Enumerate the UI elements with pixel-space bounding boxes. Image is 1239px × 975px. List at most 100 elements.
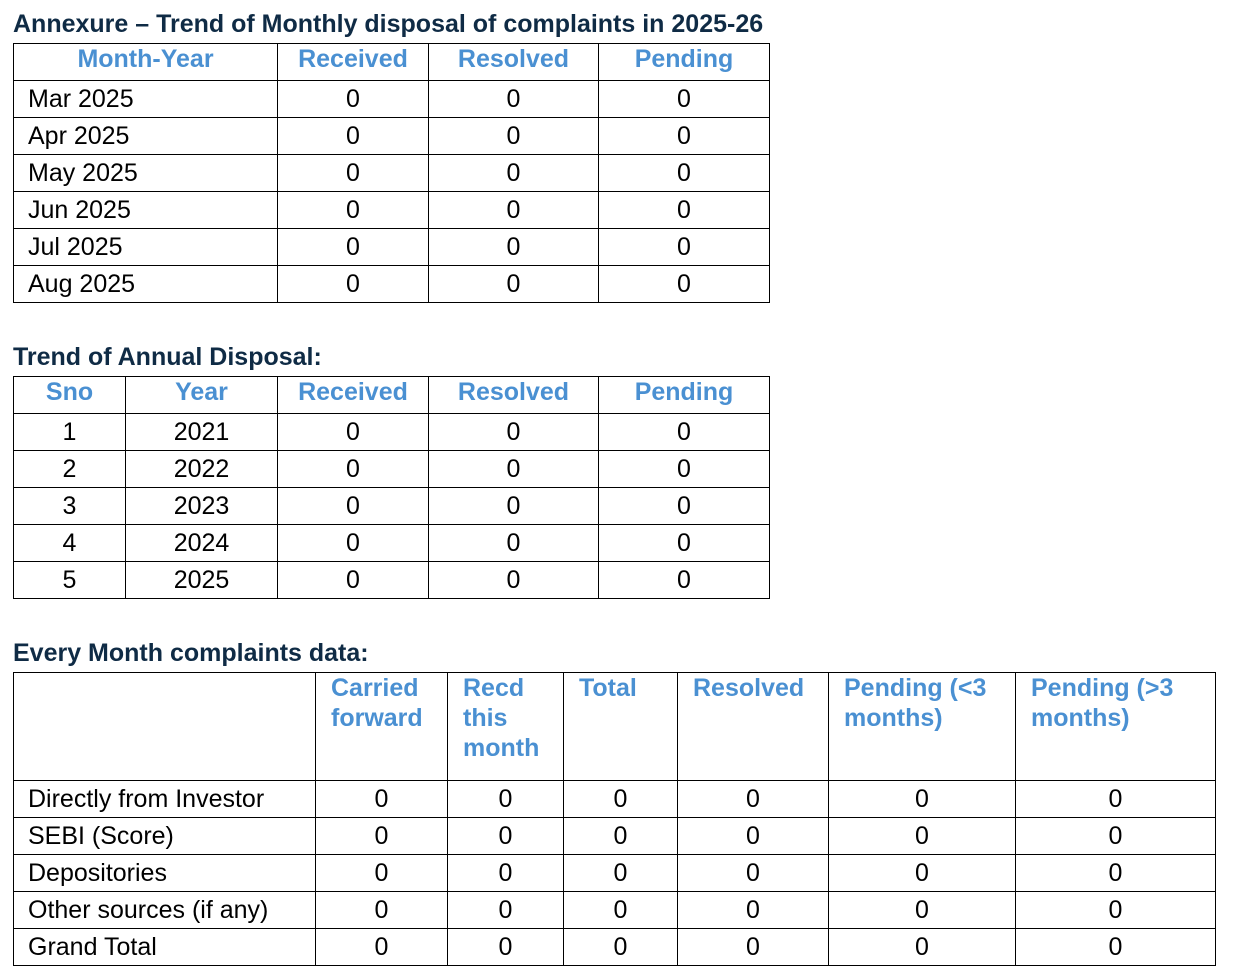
table-cell: 4 [13, 524, 126, 562]
table-cell: 0 [677, 854, 829, 892]
table-cell: 0 [277, 524, 429, 562]
column-header: Month-Year [13, 43, 278, 81]
column-header: Carried forward [315, 672, 448, 781]
table-cell: Jun 2025 [13, 191, 278, 229]
table-cell: 0 [563, 854, 678, 892]
table-row: 3 2023 0 0 0 [13, 487, 770, 525]
table-cell: 0 [428, 561, 599, 599]
table-row: Directly from Investor 0 0 0 0 0 0 [13, 780, 1216, 818]
table-cell: 0 [828, 891, 1016, 929]
table-cell: 0 [428, 191, 599, 229]
column-header [13, 672, 316, 781]
table-row: SEBI (Score) 0 0 0 0 0 0 [13, 817, 1216, 855]
table-row: Jul 2025 0 0 0 [13, 228, 770, 266]
table-cell: 0 [277, 154, 429, 192]
annual-disposal-heading: Trend of Annual Disposal: [13, 343, 322, 371]
column-header: Pending (>3 months) [1015, 672, 1216, 781]
table-cell: 0 [828, 854, 1016, 892]
table-cell: 0 [598, 154, 770, 192]
column-header: Received [277, 43, 429, 81]
table-cell: 0 [315, 854, 448, 892]
table-cell: 0 [828, 780, 1016, 818]
table-row: 2 2022 0 0 0 [13, 450, 770, 488]
table-cell: 0 [598, 561, 770, 599]
table-cell: 2023 [125, 487, 278, 525]
table-cell: May 2025 [13, 154, 278, 192]
table-cell: Apr 2025 [13, 117, 278, 155]
monthly-disposal-heading: Annexure – Trend of Monthly disposal of … [13, 10, 764, 38]
table-cell: 0 [1015, 891, 1216, 929]
table-cell: 0 [598, 487, 770, 525]
table-row: Other sources (if any) 0 0 0 0 0 0 [13, 891, 1216, 929]
table-cell: 0 [428, 450, 599, 488]
column-header: Pending (<3 months) [828, 672, 1016, 781]
column-header: Total [563, 672, 678, 781]
table-cell: 0 [598, 191, 770, 229]
table-cell: 0 [598, 228, 770, 266]
table-row: Aug 2025 0 0 0 [13, 265, 770, 303]
table-cell: Other sources (if any) [13, 891, 316, 929]
table-cell: Grand Total [13, 928, 316, 966]
table-cell: 2021 [125, 413, 278, 451]
table-row: May 2025 0 0 0 [13, 154, 770, 192]
table-cell: 0 [563, 780, 678, 818]
table-cell: 0 [677, 891, 829, 929]
every-month-heading: Every Month complaints data: [13, 639, 369, 667]
table-cell: 0 [277, 450, 429, 488]
table-cell: 0 [677, 928, 829, 966]
table-row: Grand Total 0 0 0 0 0 0 [13, 928, 1216, 966]
table-cell: 0 [447, 928, 564, 966]
table-row: 1 2021 0 0 0 [13, 413, 770, 451]
table-cell: 0 [428, 117, 599, 155]
table-cell: 2024 [125, 524, 278, 562]
column-header: Resolved [428, 376, 599, 414]
table-cell: 0 [428, 524, 599, 562]
table-cell: 0 [1015, 780, 1216, 818]
table-cell: 0 [277, 487, 429, 525]
table-cell: 2 [13, 450, 126, 488]
table-cell: 0 [428, 413, 599, 451]
table-cell: 0 [598, 117, 770, 155]
column-header: Resolved [428, 43, 599, 81]
column-header: Recd this month [447, 672, 564, 781]
table-cell: 0 [1015, 817, 1216, 855]
table-row: Depositories 0 0 0 0 0 0 [13, 854, 1216, 892]
table-cell: 0 [428, 265, 599, 303]
table-cell: 0 [598, 265, 770, 303]
table-cell: 0 [447, 891, 564, 929]
table-cell: SEBI (Score) [13, 817, 316, 855]
table-cell: Mar 2025 [13, 80, 278, 118]
table-cell: 0 [1015, 928, 1216, 966]
table-cell: 0 [277, 265, 429, 303]
table-cell: 0 [598, 413, 770, 451]
table-cell: 5 [13, 561, 126, 599]
table-cell: 0 [315, 891, 448, 929]
table-cell: 0 [828, 817, 1016, 855]
table-cell: 0 [277, 561, 429, 599]
every-month-table: Carried forward Recd this month Total Re… [13, 672, 1216, 966]
table-cell: 0 [677, 780, 829, 818]
table-cell: 0 [563, 817, 678, 855]
table-cell: 0 [428, 80, 599, 118]
table-cell: 0 [598, 80, 770, 118]
table-cell: 0 [828, 928, 1016, 966]
table-cell: 0 [277, 80, 429, 118]
table-header-row: Sno Year Received Resolved Pending [13, 376, 770, 414]
table-cell: 0 [447, 854, 564, 892]
table-cell: 0 [563, 891, 678, 929]
table-cell: 0 [598, 450, 770, 488]
table-cell: 0 [598, 524, 770, 562]
table-cell: Aug 2025 [13, 265, 278, 303]
table-cell: Depositories [13, 854, 316, 892]
table-cell: Jul 2025 [13, 228, 278, 266]
table-cell: 0 [428, 487, 599, 525]
table-row: Apr 2025 0 0 0 [13, 117, 770, 155]
table-cell: 0 [277, 117, 429, 155]
table-cell: 0 [677, 817, 829, 855]
table-cell: 0 [447, 780, 564, 818]
table-row: 4 2024 0 0 0 [13, 524, 770, 562]
table-cell: 0 [315, 928, 448, 966]
table-row: 5 2025 0 0 0 [13, 561, 770, 599]
table-header-row: Carried forward Recd this month Total Re… [13, 672, 1216, 781]
column-header: Sno [13, 376, 126, 414]
